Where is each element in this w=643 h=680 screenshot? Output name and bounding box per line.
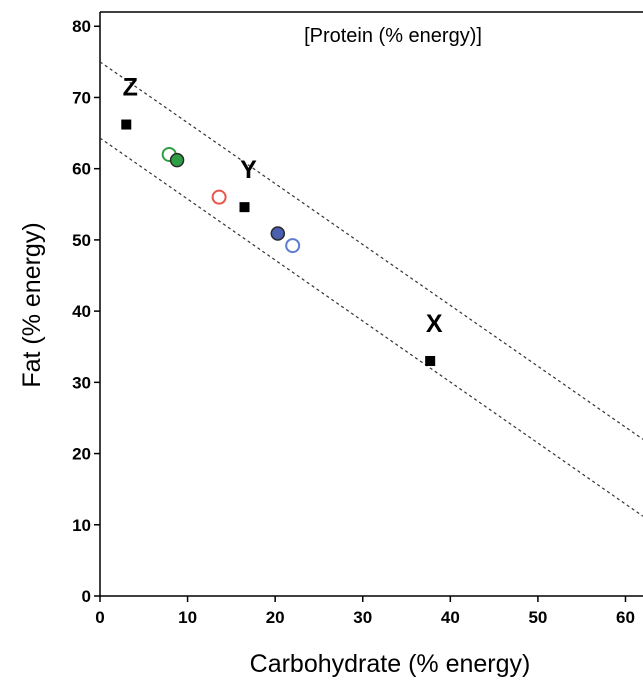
filled-circle-marker: [270, 226, 286, 241]
y-tick-label: 50: [72, 231, 91, 250]
point-label-z: Z: [123, 74, 138, 102]
point-labels: Z Y X: [123, 74, 443, 338]
data-markers: [121, 119, 436, 366]
y-tick-label: 60: [72, 160, 91, 179]
reference-line-2: [99, 137, 643, 517]
plot-frame: [99, 11, 643, 597]
x-tick-label: 60: [616, 608, 635, 627]
x-tick-label: 50: [528, 608, 547, 627]
y-axis: 0 10 20 30 40 50 60 70 80: [72, 17, 100, 606]
open-circle-marker: [285, 238, 301, 254]
y-tick-label: 70: [72, 88, 91, 107]
square-marker: [425, 355, 436, 366]
y-tick-label: 10: [72, 516, 91, 535]
y-axis-label: Fat (% energy): [18, 222, 46, 387]
y-tick-label: 20: [72, 445, 91, 464]
square-marker: [121, 119, 132, 130]
x-axis: 0 10 20 30 40 50 60: [95, 596, 635, 627]
x-axis-label: Carbohydrate (% energy): [250, 650, 531, 678]
reference-line-1: [99, 61, 643, 440]
reference-lines: [99, 61, 643, 517]
x-tick-label: 30: [353, 608, 372, 627]
y-tick-label: 30: [72, 373, 91, 392]
open-circle-marker: [211, 189, 227, 205]
point-label-y: Y: [240, 156, 257, 184]
chart-subtitle: [Protein (% energy)]: [304, 25, 482, 47]
x-tick-label: 10: [178, 608, 197, 627]
square-marker: [239, 202, 250, 213]
y-tick-label: 80: [72, 17, 91, 36]
point-label-x: X: [426, 310, 443, 338]
filled-circle-marker: [169, 152, 185, 168]
x-tick-label: 40: [441, 608, 460, 627]
x-tick-label: 0: [95, 608, 104, 627]
y-tick-label: 0: [82, 587, 91, 606]
x-tick-label: 20: [266, 608, 285, 627]
y-tick-label: 40: [72, 302, 91, 321]
